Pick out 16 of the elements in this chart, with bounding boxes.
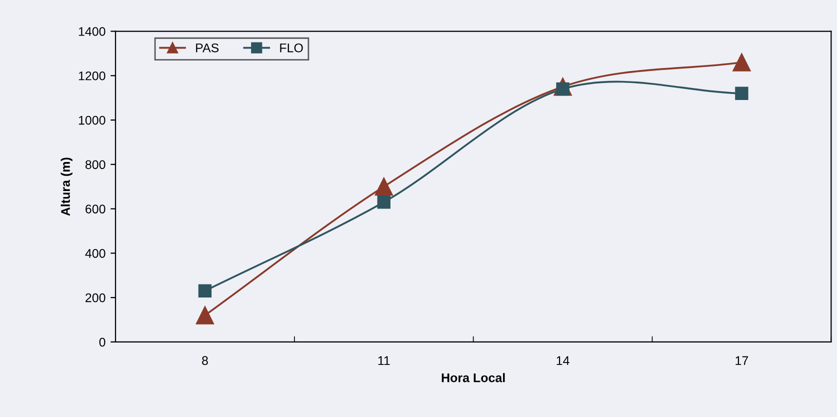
y-tick-label: 0 bbox=[99, 338, 106, 347]
y-tick-label: 400 bbox=[85, 248, 106, 258]
y-axis-title: Altura (m) bbox=[60, 158, 72, 216]
x-tick-label: 11 bbox=[378, 356, 390, 365]
y-tick-label: 1200 bbox=[78, 71, 106, 80]
y-tick-label: 1400 bbox=[78, 27, 106, 36]
y-tick-label: 1000 bbox=[78, 116, 106, 125]
x-tick-label: 14 bbox=[556, 356, 570, 365]
x-axis-title: Hora Local bbox=[442, 373, 505, 382]
y-tick-label: 800 bbox=[85, 160, 106, 170]
x-tick-label: 17 bbox=[736, 356, 748, 365]
legend-label: FLO bbox=[280, 43, 303, 52]
y-tick-label: 600 bbox=[86, 204, 106, 214]
legend-label: PAS bbox=[196, 43, 219, 52]
y-tick-label: 200 bbox=[86, 293, 106, 302]
x-tick-label: 8 bbox=[202, 356, 208, 366]
